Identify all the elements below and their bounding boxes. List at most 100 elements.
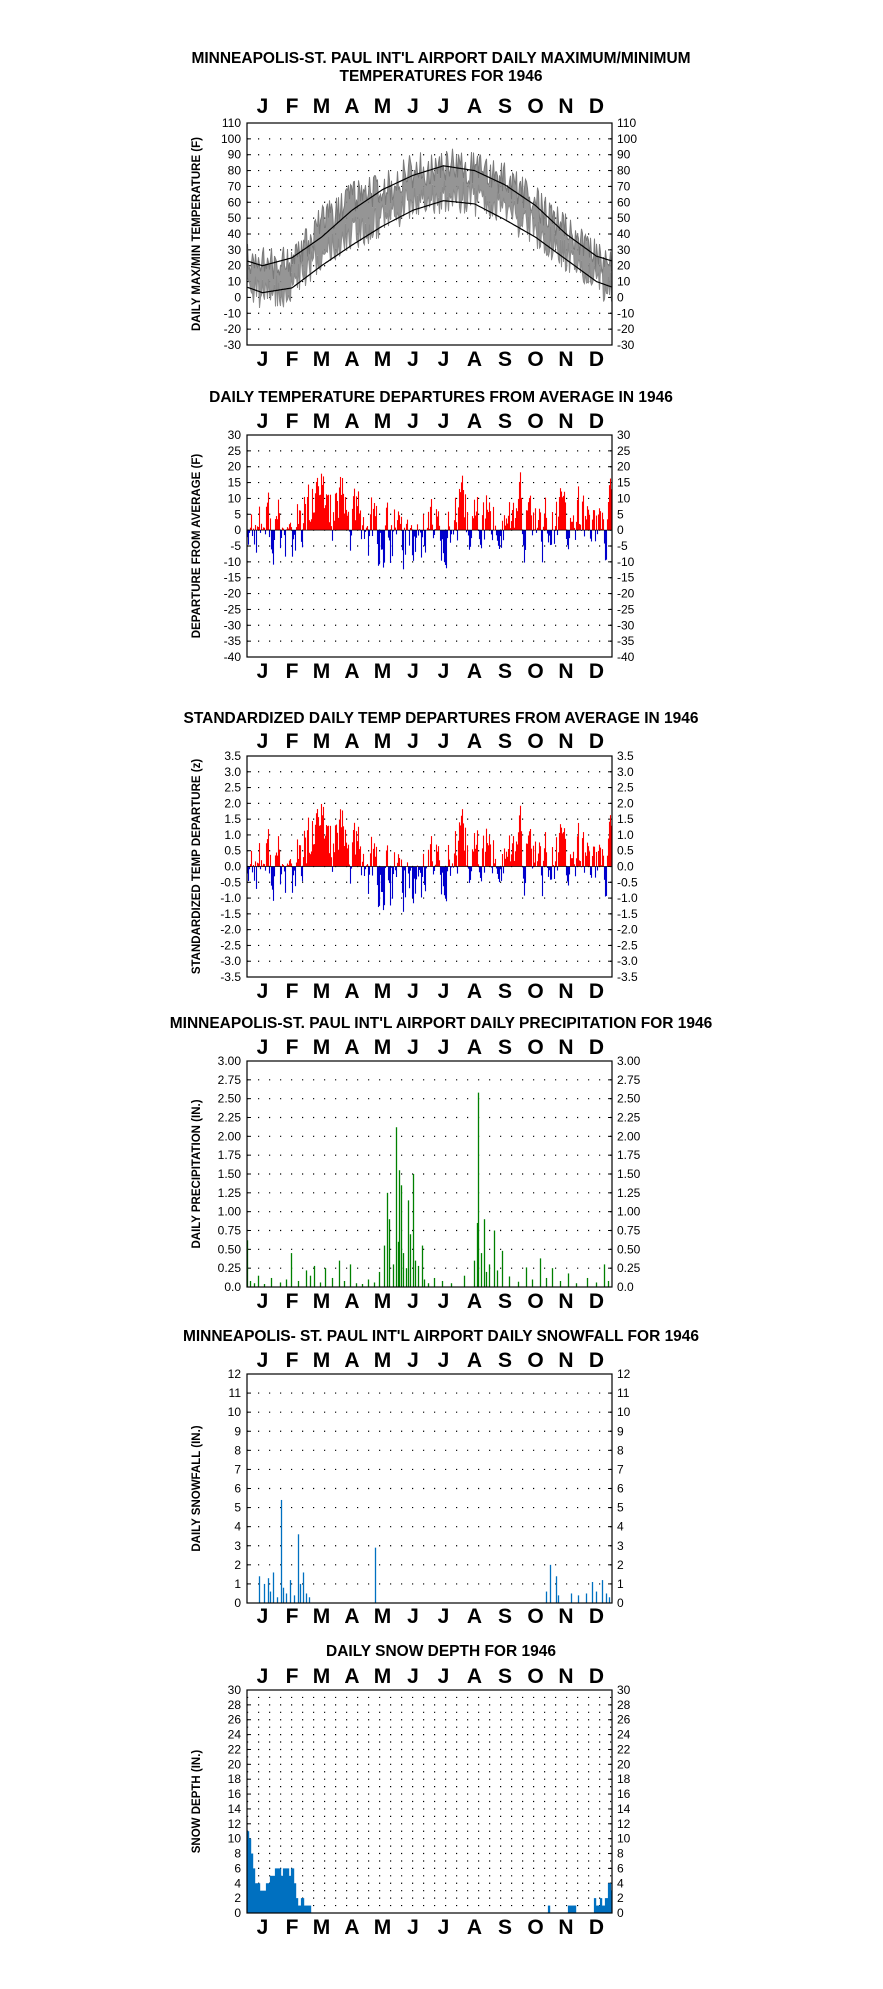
departure-bar — [437, 846, 440, 867]
departure-bar — [469, 866, 472, 880]
departure-bar — [593, 846, 596, 867]
departure-bar — [318, 495, 321, 531]
departure-bar — [268, 530, 271, 538]
y-tick-label-right: -15 — [617, 571, 635, 585]
departure-bar — [526, 510, 529, 531]
departure-bar — [415, 866, 418, 880]
departure-bar — [294, 530, 297, 551]
snow-depth-bar — [605, 1898, 608, 1913]
y-tick-label-left: 80 — [228, 164, 242, 178]
departure-bar — [488, 502, 491, 531]
departure-bar — [418, 529, 421, 531]
departure-bar — [484, 518, 487, 531]
departure-bar — [322, 476, 325, 531]
departure-bar — [511, 843, 514, 867]
departure-bar — [533, 862, 536, 867]
departure-bar — [451, 863, 454, 867]
departure-bar — [260, 523, 263, 531]
y-tick-label-right: 110 — [617, 116, 636, 130]
departure-bar — [486, 843, 489, 867]
departure-y-axis-label: DEPARTURE FROM AVERAGE (F) — [191, 454, 203, 639]
snow-depth-bar — [294, 1883, 297, 1913]
y-tick-label-left: 1.50 — [218, 1167, 242, 1181]
departure-plot-frame — [246, 434, 613, 658]
month-label-bottom: S — [498, 660, 512, 683]
y-tick-label-right: 25 — [617, 444, 631, 458]
departure-bar — [412, 866, 415, 904]
departure-bar — [440, 866, 443, 895]
month-label-bottom: J — [407, 660, 419, 683]
departure-bar — [322, 806, 325, 867]
y-tick-label-right: 50 — [617, 211, 631, 225]
departure-bar — [259, 530, 262, 533]
departure-bar — [357, 491, 360, 531]
y-tick-label-left: -2.0 — [220, 923, 241, 937]
departure-bar — [339, 476, 342, 531]
departure-bar — [325, 494, 328, 531]
y-tick-label-left: 60 — [228, 195, 242, 209]
departure-bar — [573, 527, 576, 531]
month-label-top: D — [589, 95, 604, 118]
departure-bar — [259, 866, 262, 870]
month-label-top: A — [467, 410, 482, 433]
departure-bar — [267, 492, 270, 531]
departure-bar — [427, 511, 430, 531]
standardized-title: STANDARDIZED DAILY TEMP DEPARTURES FROM … — [183, 710, 698, 727]
departure-bar — [467, 530, 470, 536]
departure-bar — [529, 495, 532, 531]
departure-bar — [397, 854, 400, 867]
departure-bar — [360, 866, 363, 876]
departure-bar — [264, 866, 267, 871]
y-tick-label-right: 1.75 — [617, 1148, 641, 1162]
departure-bar — [531, 530, 534, 536]
departure-bar — [496, 866, 499, 874]
month-label-top: A — [344, 1036, 359, 1059]
y-tick-label-left: 28 — [228, 1698, 242, 1712]
departure-bar — [297, 523, 300, 531]
departure-bar — [309, 521, 312, 531]
departure-bar — [601, 512, 604, 531]
departure-bar — [429, 844, 432, 867]
departure-bar — [423, 866, 426, 885]
departure-bar — [483, 866, 486, 873]
departure-bar — [446, 530, 449, 539]
month-label-top: A — [344, 1349, 359, 1372]
departure-bar — [291, 530, 294, 557]
departure-bar — [330, 526, 333, 531]
departure-bar — [516, 844, 519, 867]
y-tick-label-right: 0 — [617, 290, 624, 304]
month-label-top: D — [589, 1349, 604, 1372]
departure-bar — [356, 506, 359, 531]
departure-bar — [463, 850, 466, 867]
departure-bar — [570, 858, 573, 867]
departure-bar — [455, 855, 458, 867]
departure-bar — [401, 530, 404, 551]
departure-bar — [458, 488, 461, 531]
departure-bar — [439, 866, 442, 875]
departure-bar — [609, 478, 612, 531]
departure-bar — [603, 866, 606, 880]
departure-bar — [287, 528, 290, 531]
month-label-bottom: A — [344, 1605, 359, 1628]
departure-bar — [573, 864, 576, 867]
departure-bar — [253, 530, 256, 545]
month-label-bottom: J — [438, 348, 450, 371]
departure-bar — [443, 530, 446, 563]
month-label-bottom: A — [467, 980, 482, 1003]
month-label-top: J — [257, 1665, 269, 1688]
departure-bar — [355, 496, 358, 531]
y-tick-label-right: 1.50 — [617, 1167, 641, 1181]
departure-bar — [480, 866, 483, 882]
snow-depth-bar — [548, 1905, 551, 1913]
y-tick-label-left: 1 — [234, 1577, 241, 1591]
departure-bar — [478, 866, 481, 873]
y-tick-label-left: 0 — [234, 290, 241, 304]
departure-bar — [300, 866, 303, 877]
departure-bar — [367, 866, 370, 894]
departure-bar — [352, 496, 355, 531]
snow-depth-bar — [284, 1868, 287, 1913]
snow-depth-bar — [282, 1868, 285, 1913]
departure-bar — [337, 849, 340, 867]
departure-bar — [359, 510, 362, 531]
departure-bar — [347, 844, 350, 867]
